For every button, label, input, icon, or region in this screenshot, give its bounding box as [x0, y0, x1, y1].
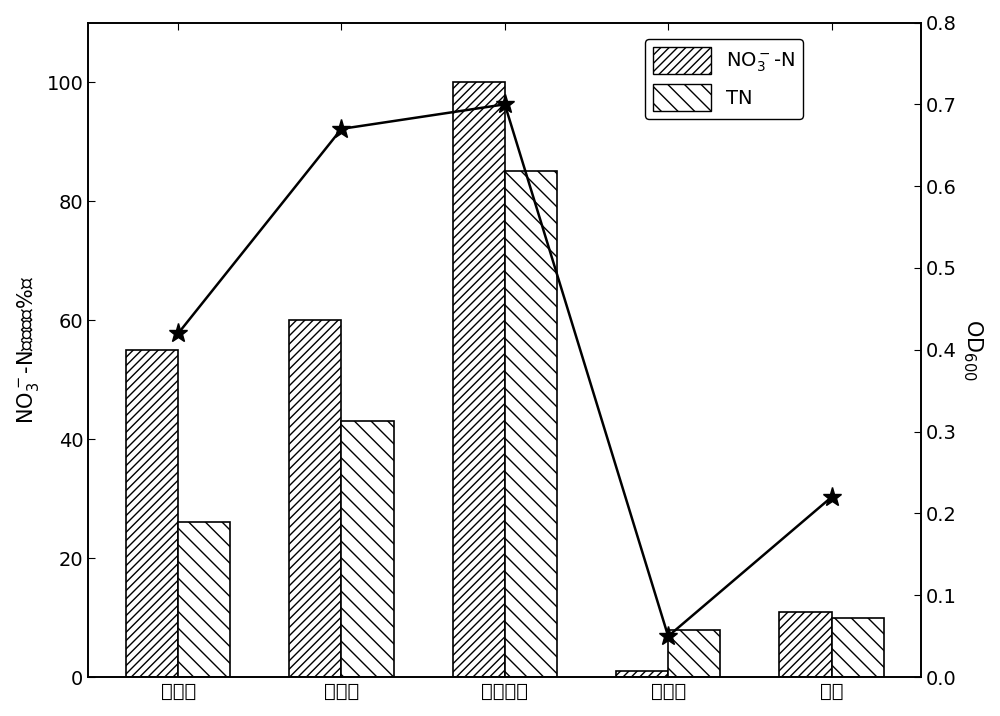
Bar — [505, 171, 557, 677]
Bar — [289, 320, 341, 677]
Bar — [453, 82, 505, 677]
Bar — [341, 421, 394, 677]
Bar — [832, 618, 884, 677]
Y-axis label: NO$_3^-$-N去除率（%）: NO$_3^-$-N去除率（%） — [15, 276, 41, 424]
Bar — [779, 611, 832, 677]
Bar — [126, 350, 178, 677]
Bar — [668, 629, 720, 677]
Bar — [616, 671, 668, 677]
Bar — [178, 523, 230, 677]
Y-axis label: OD$_{600}$: OD$_{600}$ — [961, 319, 985, 381]
Legend: NO$_3^-$-N, TN: NO$_3^-$-N, TN — [645, 39, 803, 119]
